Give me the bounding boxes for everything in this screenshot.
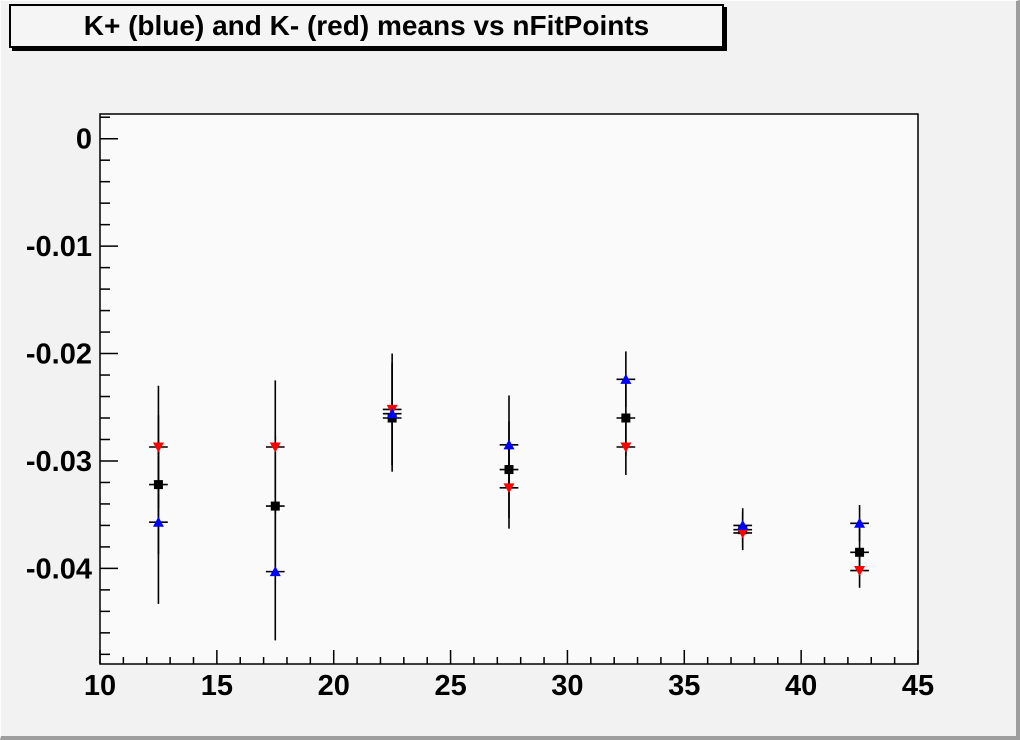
- data-point-square: [270, 501, 280, 511]
- svg-text:45: 45: [902, 670, 934, 702]
- data-point-triangle-up: [152, 516, 164, 527]
- y-axis-ticks: [100, 116, 118, 656]
- data-point-triangle-down: [854, 566, 866, 577]
- plot-title: K+ (blue) and K- (red) means vs nFitPoin…: [83, 10, 650, 41]
- x-axis-labels: 10 15 20 25 30 35 40 45: [84, 670, 934, 702]
- svg-text:0: 0: [76, 124, 92, 156]
- svg-text:35: 35: [668, 670, 700, 702]
- data-point-triangle-down: [503, 483, 515, 494]
- svg-text:-0.01: -0.01: [26, 231, 92, 263]
- y-axis-labels: 0 -0.01 -0.02 -0.03 -0.04: [26, 124, 92, 586]
- data-point-square: [504, 465, 514, 475]
- series-k---red-: [152, 404, 866, 577]
- data-point-triangle-up: [269, 566, 281, 577]
- svg-text:20: 20: [318, 670, 350, 702]
- svg-text:30: 30: [551, 670, 583, 702]
- data-point-triangle-down: [737, 528, 749, 539]
- svg-text:40: 40: [785, 670, 817, 702]
- svg-text:-0.03: -0.03: [26, 446, 92, 478]
- data-point-triangle-down: [620, 442, 632, 453]
- data-point-square: [855, 547, 865, 557]
- plot-title-box: K+ (blue) and K- (red) means vs nFitPoin…: [9, 4, 724, 48]
- svg-text:10: 10: [84, 670, 116, 702]
- svg-text:15: 15: [201, 670, 233, 702]
- data-point-triangle-down: [152, 442, 164, 453]
- svg-text:-0.02: -0.02: [26, 339, 92, 371]
- data-point-triangle-up: [620, 373, 632, 384]
- data-point-triangle-down: [269, 442, 281, 453]
- data-point-square: [153, 480, 163, 490]
- data-point-square: [621, 413, 631, 423]
- svg-text:25: 25: [434, 670, 466, 702]
- data-point-triangle-up: [737, 519, 749, 530]
- x-axis-ticks: [99, 650, 919, 664]
- data-point-triangle-up: [854, 517, 866, 528]
- data-point-triangle-up: [386, 408, 398, 419]
- svg-text:-0.04: -0.04: [26, 553, 92, 585]
- plot-frame: [99, 113, 919, 665]
- series-k+--blue-: [152, 373, 866, 577]
- data-point-triangle-up: [503, 439, 515, 450]
